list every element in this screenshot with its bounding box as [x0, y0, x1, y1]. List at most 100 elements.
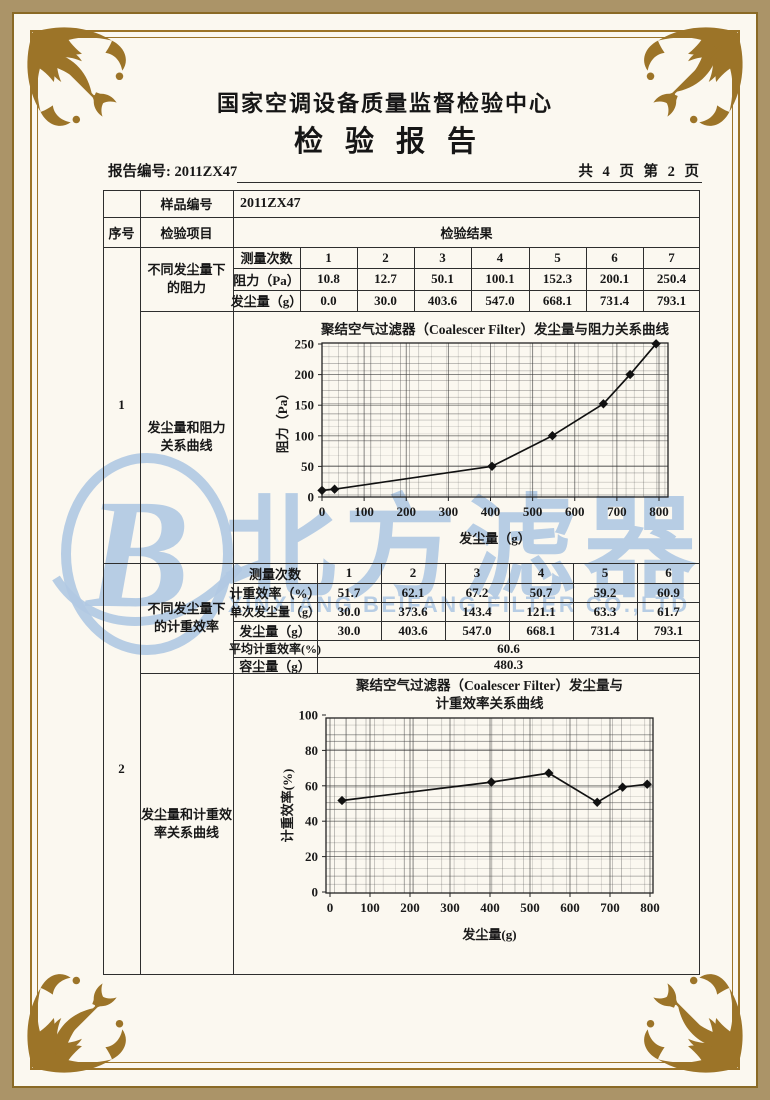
table-line	[637, 563, 638, 640]
t2-cell: 121.1	[526, 603, 556, 619]
svg-text:300: 300	[439, 504, 459, 519]
t2-cell: 143.4	[462, 603, 492, 619]
t2-cell: 61.7	[657, 603, 680, 619]
table-line	[233, 583, 700, 584]
t1-cell: 250.4	[656, 271, 687, 286]
t2-row-label: 计重效率（%）	[229, 586, 321, 601]
gold-border-inner	[37, 37, 733, 1063]
corner-flourish-top-right	[644, 27, 743, 126]
table-line	[381, 563, 382, 640]
table-line	[233, 657, 700, 658]
t2-cell: 67.2	[465, 584, 489, 600]
section2-seq: 2	[118, 761, 125, 776]
table-line	[103, 247, 700, 248]
svg-text:计重效率关系曲线: 计重效率关系曲线	[436, 695, 544, 711]
section1-seq: 1	[118, 397, 125, 412]
svg-text:250: 250	[295, 337, 315, 352]
t2-cell: 403.6	[398, 622, 428, 638]
col-header-item: 检验项目	[160, 225, 213, 241]
svg-text:400: 400	[481, 504, 501, 519]
svg-text:0: 0	[327, 900, 334, 915]
svg-text:500: 500	[523, 504, 543, 519]
svg-text:20: 20	[305, 849, 318, 864]
table-line	[445, 563, 446, 640]
t2-cell: 4	[537, 565, 545, 580]
svg-text:0: 0	[312, 885, 319, 900]
svg-text:发尘量(g): 发尘量(g)	[461, 927, 516, 942]
t2-cell: 30.0	[337, 622, 361, 638]
t2-cell: 731.4	[590, 622, 620, 638]
table-line	[357, 247, 358, 311]
svg-text:100: 100	[299, 708, 319, 723]
t2-cell: 1	[345, 565, 353, 580]
svg-text:800: 800	[640, 900, 660, 915]
col-header-result: 检验结果	[440, 225, 493, 241]
efficiency-curve-chart: 0 100 200 300 400 500 600 700 800 0 20 40 60 80 100 聚结空…	[280, 677, 660, 942]
t2-row-label: 测量次数	[248, 566, 301, 582]
org-title: 国家空调设备质量监督检验中心	[216, 91, 553, 116]
sample-no-value: 2011ZX47	[240, 195, 301, 211]
report-number: 报告编号: 2011ZX47	[108, 164, 238, 180]
t2-cell: 3	[473, 565, 481, 580]
table-line	[233, 602, 700, 603]
svg-text:聚结空气过滤器（Coalescer Filter）发尘量与: 聚结空气过滤器（Coalescer Filter）发尘量与	[355, 677, 623, 693]
table-line	[509, 563, 510, 640]
t2-cell: 51.7	[337, 584, 361, 600]
svg-text:计重效率(%): 计重效率(%)	[280, 769, 295, 843]
t2-row-label: 发尘量（g）	[239, 624, 311, 639]
svg-text:400: 400	[480, 900, 500, 915]
table-border	[103, 974, 700, 975]
t1-cell: 2	[382, 249, 389, 265]
table-border	[699, 190, 700, 975]
table-line	[586, 247, 587, 311]
svg-text:发尘量（g）: 发尘量（g）	[458, 531, 531, 546]
t2-cell: 793.1	[653, 622, 684, 638]
page-info: 共 4 页 第 2 页	[578, 164, 702, 180]
t1-cell: 6	[611, 249, 618, 265]
t1-cell: 152.3	[542, 271, 573, 286]
t1-cell: 668.1	[542, 292, 573, 308]
t2-summary-value: 60.6	[497, 640, 520, 656]
svg-text:300: 300	[440, 900, 460, 915]
table-line	[643, 247, 644, 311]
t1-cell: 100.1	[485, 271, 515, 286]
table-line	[140, 311, 700, 312]
t2-cell: 50.7	[529, 584, 553, 600]
svg-text:600: 600	[565, 504, 585, 519]
t1-cell: 0.0	[320, 292, 337, 308]
sample-no-label: 样品编号	[160, 197, 213, 212]
t1-cell: 12.7	[374, 271, 397, 286]
corner-flourish-bottom-right	[644, 974, 743, 1073]
table-line	[529, 247, 530, 311]
svg-text:100: 100	[354, 504, 374, 519]
table-line	[103, 217, 700, 218]
svg-text:200: 200	[397, 504, 417, 519]
t2-cell: 5	[601, 565, 609, 580]
svg-text:500: 500	[520, 900, 540, 915]
svg-text:600: 600	[560, 900, 580, 915]
t1-cell: 10.8	[317, 271, 340, 286]
table-line	[471, 247, 472, 311]
svg-text:700: 700	[600, 900, 620, 915]
t1-cell: 403.6	[427, 292, 458, 308]
section2-item: 不同发尘量下 的计重效率	[147, 601, 226, 634]
svg-text:100: 100	[295, 428, 315, 443]
t2-cell: 668.1	[526, 622, 556, 638]
t1-cell: 50.1	[431, 271, 454, 286]
t1-row-label: 发尘量（g）	[230, 294, 303, 309]
t2-summary-value: 480.3	[493, 657, 524, 672]
table-line	[103, 563, 700, 564]
svg-text:100: 100	[360, 900, 380, 915]
svg-text:700: 700	[607, 504, 627, 519]
t2-summary-label: 容尘量（g）	[239, 658, 311, 674]
table-line	[140, 673, 700, 674]
table-border	[103, 190, 700, 191]
t2-cell: 6	[665, 565, 672, 580]
t2-cell: 547.0	[462, 622, 492, 638]
svg-text:150: 150	[295, 398, 315, 413]
svg-text:60: 60	[305, 778, 318, 793]
t2-row-label: 单次发尘量（g）	[230, 605, 321, 619]
t1-cell: 1	[325, 249, 332, 265]
svg-text:80: 80	[305, 743, 318, 758]
